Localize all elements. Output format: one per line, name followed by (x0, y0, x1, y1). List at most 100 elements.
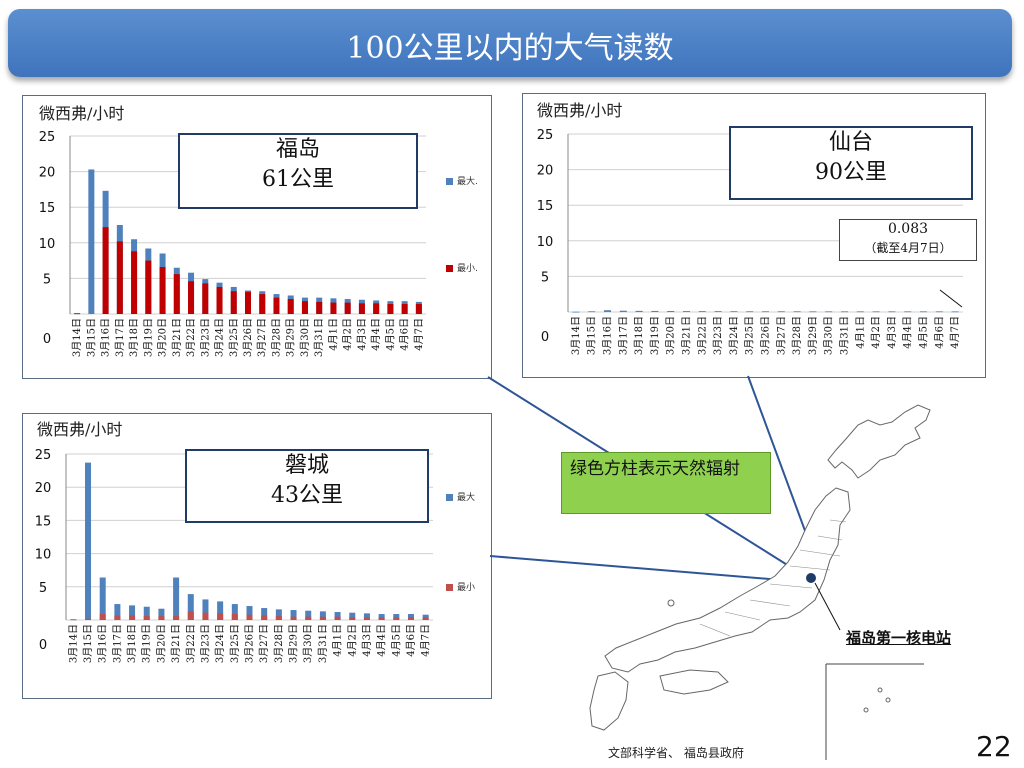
x-tick-label: 4月4日 (370, 318, 382, 351)
callout-sendai: 仙台 90公里 (729, 126, 973, 200)
prefecture-line (699, 519, 847, 637)
bar-min (188, 281, 195, 314)
bar-min (131, 251, 138, 314)
bar-max (935, 311, 943, 313)
bar-max (635, 310, 643, 312)
plant-pointer (814, 582, 841, 631)
y-tick-label: 0 (541, 330, 549, 345)
plant-marker (806, 573, 816, 583)
bar-max (888, 311, 896, 313)
unit-label: 微西弗/小时 (533, 97, 627, 121)
x-tick-label: 3月16日 (97, 624, 109, 663)
bar-max (777, 311, 785, 313)
callout-city: 福岛 (275, 137, 320, 162)
y-tick-label: 20 (39, 166, 56, 181)
x-tick-label: 3月20日 (155, 624, 167, 663)
x-tick-label: 3月14日 (570, 316, 582, 355)
bar-min (273, 297, 280, 314)
bar-max (187, 594, 194, 620)
x-tick-label: 3月18日 (128, 318, 140, 357)
x-tick-label: 4月3日 (356, 318, 368, 351)
bar-max (920, 311, 927, 313)
x-tick-label: 3月14日 (71, 318, 83, 357)
x-tick-label: 3月26日 (244, 624, 256, 663)
x-tick-label: 4月4日 (376, 624, 388, 657)
bar-min (216, 286, 223, 314)
x-tick-label: 3月21日 (170, 624, 182, 663)
x-tick-label: 3月27日 (258, 624, 270, 663)
bar-min (373, 303, 380, 314)
x-tick-label: 3月22日 (185, 318, 197, 357)
x-tick-label: 3月26日 (760, 316, 772, 355)
x-tick-label: 3月30日 (823, 316, 835, 355)
x-tick-label: 3月14日 (67, 624, 79, 663)
bar-min (74, 313, 81, 315)
legend-max: 最大 (446, 490, 475, 503)
bar-min (173, 274, 180, 314)
bar-min (102, 227, 109, 314)
bar-min (415, 304, 422, 314)
legend-min: 最小. (446, 261, 478, 274)
inset-frame-line (825, 663, 924, 760)
prefecture-lines (699, 519, 847, 637)
bar-min (330, 302, 337, 314)
legend-swatch-max (446, 178, 453, 185)
x-tick-label: 3月16日 (100, 318, 112, 357)
bar-min (319, 616, 326, 620)
bar-max (683, 311, 690, 312)
shikoku-outline (659, 669, 729, 695)
bar-min (401, 304, 408, 314)
bar-max (588, 311, 596, 313)
x-tick-label: 4月5日 (384, 318, 396, 351)
y-tick-label: 5 (39, 581, 47, 596)
y-tick-label: 15 (537, 199, 554, 214)
unit-label: 微西弗/小时 (35, 100, 129, 124)
x-tick-label: 3月29日 (288, 624, 300, 663)
legend-swatch-min (446, 584, 453, 591)
bar-min (116, 241, 123, 314)
x-tick-label: 3月25日 (228, 318, 240, 357)
bar-min (230, 291, 237, 314)
x-tick-label: 3月28日 (273, 624, 285, 663)
bar-min (363, 617, 370, 620)
y-tick-label: 5 (43, 272, 51, 287)
bar-max (856, 311, 864, 313)
x-tick-label: 4月3日 (886, 316, 898, 349)
chart-sendai: 0 5 10 15 20 25 3月14日 3月15日 3月16日 3月17日 3月18日 3月19日… (537, 128, 963, 355)
kyushu-outline (589, 671, 629, 731)
x-tick-label: 3月17日 (617, 316, 629, 355)
bar-max (88, 169, 95, 314)
x-tick-label: 3月26日 (242, 318, 254, 357)
bar-max (319, 611, 326, 620)
callout-fukushima: 福岛 61公里 (178, 133, 418, 209)
callout-distance: 43公里 (271, 483, 343, 508)
x-tick-label: 3月28日 (270, 318, 282, 357)
sendai-pointer (939, 289, 963, 308)
bar-max (393, 614, 400, 620)
x-tick-label: 4月6日 (933, 316, 945, 349)
bar-min (145, 260, 152, 314)
x-tick-label: 4月5日 (390, 624, 402, 657)
bar-min (231, 614, 238, 620)
bar-max (202, 599, 209, 620)
x-tick-label: 3月21日 (171, 318, 183, 357)
bar-max (809, 311, 817, 313)
x-tick-label: 4月1日 (327, 318, 339, 351)
bar-max (275, 609, 282, 620)
hokkaido-outline (827, 404, 931, 479)
legend-min-label: 最小 (457, 583, 476, 593)
bar-min (316, 301, 323, 314)
page-number: 22 (976, 730, 1012, 763)
callout-city: 仙台 (828, 130, 873, 155)
x-tick-label: 3月19日 (141, 624, 153, 663)
y-tick-label: 10 (35, 548, 52, 563)
bar-min (422, 617, 429, 620)
x-tick-label: 4月1日 (332, 624, 344, 657)
x-tick-label: 3月15日 (586, 316, 598, 355)
bar-max (143, 606, 150, 620)
x-tick-label: 3月17日 (114, 318, 126, 357)
bar-min (159, 267, 166, 314)
x-tick-label: 4月4日 (902, 316, 914, 349)
x-tick-label: 3月15日 (85, 318, 97, 357)
